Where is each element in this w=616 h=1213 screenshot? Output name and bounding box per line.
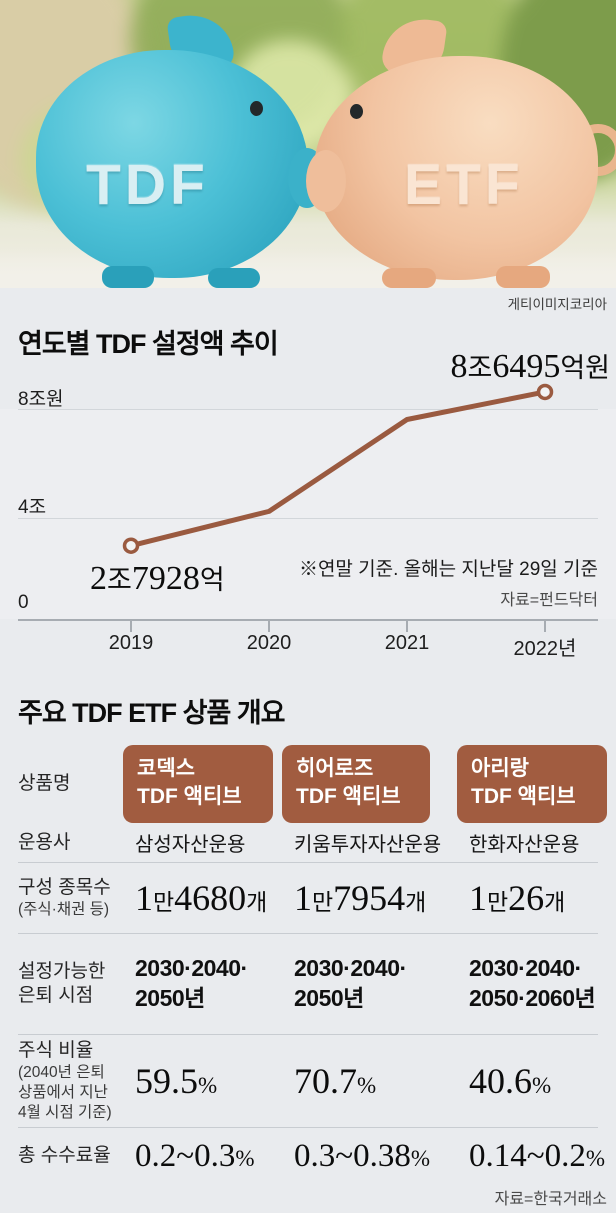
row-label: 총 수수료율 [18,1145,111,1167]
cell-value: 0.14~0.2% [469,1137,606,1174]
badge-line1: 히어로즈 [296,757,374,780]
right-pig-snout [306,150,346,212]
table-header-row: 상품명 코덱스 TDF 액티브 히어로즈 TDF 액티브 아리랑 TDF 액티브 [18,745,607,823]
badge-line1: 코덱스 [137,757,195,780]
cell-value: 2030·2040· 2050·2060년 [469,955,596,1011]
row-label: 구성 종목수 [18,877,111,899]
x-axis-line [18,619,598,621]
product-badge-kodex: 코덱스 TDF 액티브 [123,745,273,823]
left-pig-foot [208,268,260,288]
gridline-8 [18,409,598,410]
x-axis-label-2021: 2021 [384,632,430,654]
data-point-2022 [536,383,554,401]
table-source: 자료=한국거래소 [494,1191,607,1208]
cell-value: 키움투자자산운용 [294,834,442,856]
row-label: 주식 비율 [18,1040,94,1062]
x-axis-tick [268,621,270,632]
chart-footnote: ※연말 기준. 올해는 지난달 29일 기준 [298,559,598,580]
y-axis-label-0: 0 [18,592,29,613]
tdf-aum-chart: 8조원 4조 0 2019 2020 2021 2022년 8조6495억원 2… [0,340,616,680]
cell-value: 0.2~0.3% [135,1137,255,1174]
table-row-equity-ratio: 주식 비율 (2040년 은퇴 상품에서 지난 4월 시점 기준) 59.5% … [18,1035,598,1128]
row-label-product-name: 상품명 [18,773,71,795]
product-badge-arirang: 아리랑 TDF 액티브 [457,745,607,823]
x-axis-tick [406,621,408,632]
badge-line2: TDF 액티브 [471,784,576,808]
row-sublabel: (주식·채권 등) [18,900,110,918]
cell-value: 1만4680개 [135,878,268,918]
table-title: 주요 TDF ETF 상품 개요 [18,698,286,728]
cell-value: 0.3~0.38% [294,1137,431,1174]
table-row-holdings: 구성 종목수 (주식·채권 등) 1만4680개 1만7954개 1만26개 [18,863,598,934]
right-pig-eye [350,104,363,119]
table-row-manager: 운용사 삼성자산운용 키움투자자산운용 한화자산운용 [18,823,598,863]
cell-value: 70.7% [294,1061,377,1101]
row-label: 운용사 [18,831,71,853]
table-row-fees: 총 수수료율 0.2~0.3% 0.3~0.38% 0.14~0.2% [18,1128,606,1184]
left-pig-eye [250,101,263,116]
x-axis-label-2019: 2019 [108,632,154,654]
cell-value: 59.5% [135,1061,218,1101]
chart-title: 연도별 TDF 설정액 추이 [18,329,279,359]
tdf-label: TDF [86,153,209,217]
cell-value: 2030·2040· 2050년 [135,955,248,1011]
right-pig-body [314,56,598,280]
y-axis-label-4: 4조 [18,497,47,518]
x-axis-tick [130,621,132,632]
photo-credit: 게티이미지코리아 [507,297,607,312]
cell-value: 1만7954개 [294,878,427,918]
cell-value: 삼성자산운용 [135,834,246,856]
first-value-label: 2조7928억 [90,560,225,597]
gridline-4 [18,518,598,519]
cell-value: 40.6% [469,1061,552,1101]
right-pig-foot [496,266,550,288]
product-table: 상품명 코덱스 TDF 액티브 히어로즈 TDF 액티브 아리랑 TDF 액티브 운용… [18,745,607,1184]
x-axis-label-2022: 2022년 [513,638,577,660]
table-row-retirement-years: 설정가능한 은퇴 시점 2030·2040· 2050년 2030·2040· … [18,934,598,1035]
peak-value-label: 8조6495억원 [450,348,610,385]
badge-line2: TDF 액티브 [296,784,401,808]
x-axis-tick [544,621,546,632]
row-label: 설정가능한 은퇴 시점 [18,961,106,1006]
product-badge-heroes: 히어로즈 TDF 액티브 [282,745,430,823]
right-pig-foot [382,268,436,288]
cell-value: 2030·2040· 2050년 [294,955,407,1011]
row-sublabel: (2040년 은퇴 상품에서 지난 4월 시점 기준) [18,1064,112,1121]
chart-source: 자료=펀드닥터 [500,592,598,609]
badge-line2: TDF 액티브 [137,784,242,808]
x-axis-label-2020: 2020 [246,632,292,654]
y-axis-label-8: 8조원 [18,389,64,410]
cell-value: 1만26개 [469,878,566,918]
left-pig-foot [102,266,154,288]
badge-line1: 아리랑 [471,757,529,780]
cell-value: 한화자산운용 [469,834,580,856]
left-pig-body [36,50,308,278]
etf-label: ETF [404,153,524,217]
hero-photo: TDF ETF [0,0,616,288]
